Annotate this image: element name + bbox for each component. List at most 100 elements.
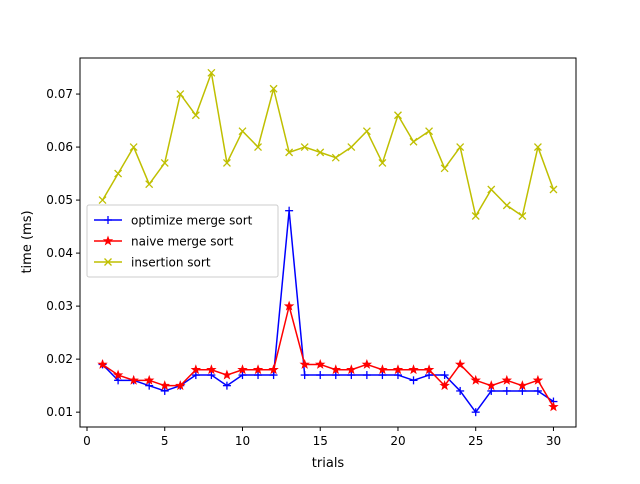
series-insertion-sort [98,68,558,220]
data-point [145,381,154,390]
data-point [471,408,480,417]
data-point [393,371,402,380]
data-point [347,371,356,380]
data-point [518,386,527,395]
data-point [112,369,124,380]
data-point [408,364,419,375]
data-point [347,143,356,152]
y-tick-label: 0.06 [46,140,73,154]
data-point [548,401,559,412]
data-point [470,374,481,385]
data-point [128,374,139,385]
data-point [423,364,435,375]
x-tick-label: 30 [546,434,561,448]
data-point [98,196,107,205]
data-point [456,386,465,395]
data-point [190,364,202,375]
data-point [471,212,480,220]
data-point [456,143,465,152]
data-point [254,371,263,380]
x-axis-label: trials [312,456,345,471]
data-point [533,386,542,395]
data-point [487,386,496,395]
x-tick-label: 10 [235,434,250,448]
legend-marker [104,216,112,224]
y-axis-label: time (ms) [20,210,35,273]
y-tick-label: 0.05 [46,193,73,207]
data-point [145,180,154,189]
data-point [378,159,387,167]
data-point [378,371,387,380]
data-point [221,369,233,380]
data-point [425,127,434,136]
data-point [518,212,527,220]
data-point [237,364,248,375]
data-point [252,364,264,375]
legend-item: naive merge sort [94,235,234,249]
legend-label: naive merge sort [131,235,234,249]
legend-label: insertion sort [131,256,211,270]
data-point [315,358,326,369]
series-optimize-merge-sort [98,206,558,417]
data-point [502,201,511,210]
data-point [283,300,295,311]
x-tick-label: 5 [161,434,169,448]
data-point [222,381,231,390]
data-point [502,386,511,395]
legend-box [86,204,279,278]
data-point [300,143,309,152]
series-layer [97,68,559,417]
data-point [331,371,340,380]
data-point [440,164,449,173]
x-tick-label: 25 [468,434,483,448]
legend-marker [102,235,114,246]
data-point [532,374,544,385]
x-axis-ticks: 0 5 10 15 20 25 30 [83,427,561,448]
data-point [207,68,216,77]
data-point [549,185,558,194]
data-point [269,84,278,93]
data-point [487,185,496,194]
data-point [160,159,169,167]
data-point [517,380,528,391]
data-point [160,386,169,395]
data-point [331,153,340,162]
data-point [238,371,247,380]
data-point [159,380,170,391]
legend-label: optimize merge sort [131,214,253,228]
x-tick-label: 15 [313,434,328,448]
data-point [285,148,294,157]
data-point [143,374,155,385]
legend: optimize merge sort naive merge sort inser… [86,204,279,278]
data-point [501,374,513,385]
data-point [207,371,216,380]
y-tick-label: 0.03 [46,299,73,313]
data-point [425,371,434,380]
data-point [361,358,373,369]
data-point [486,380,497,391]
y-tick-label: 0.07 [46,87,73,101]
legend-marker [104,258,112,266]
x-tick-label: 0 [83,434,91,448]
data-point [362,127,371,136]
data-point [533,143,542,152]
x-tick-label: 20 [390,434,405,448]
y-axis-ticks: 0.01 0.02 0.03 0.04 0.05 0.06 0.07 [46,87,80,419]
data-point [206,364,217,375]
data-point [394,111,402,120]
data-point [392,364,404,375]
legend-item: insertion sort [94,256,211,270]
data-point [176,90,185,99]
data-point [269,371,278,380]
data-point [97,358,108,369]
data-point [238,127,247,136]
data-point [362,371,371,380]
data-point [129,143,138,152]
data-point [316,148,325,157]
data-point [254,143,262,152]
data-point [285,206,294,215]
series-line [102,209,554,413]
series-line [101,72,555,217]
